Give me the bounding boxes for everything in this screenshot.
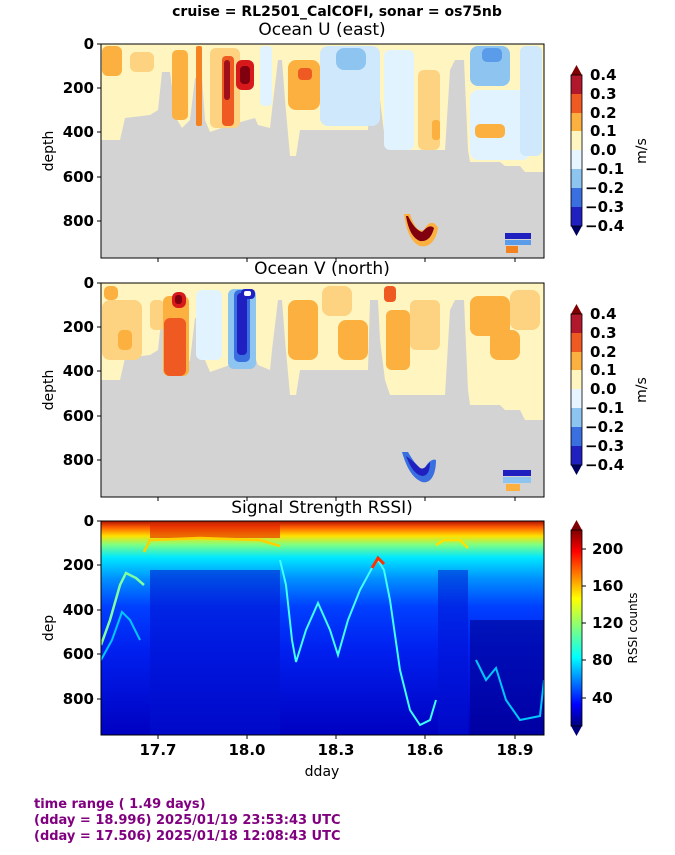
colorbar-tick: −0.1 — [585, 399, 624, 417]
start-time-line: (dday = 17.506) 2025/01/18 12:08:43 UTC — [34, 829, 341, 844]
y-axis-label-u: depth — [41, 131, 57, 172]
axes-frame-rssi — [100, 520, 545, 736]
y-tick-label: 200 — [63, 556, 94, 574]
velocity-patches — [102, 46, 542, 160]
deep-features — [404, 214, 531, 253]
colorbar-label-rssi: RSSI counts — [626, 592, 640, 663]
y-axis-rssi: 0 200 400 600 800 dep — [41, 512, 101, 708]
y-tick-label: 600 — [63, 645, 94, 663]
colorbar-tick: −0.3 — [585, 437, 624, 455]
colorbar-tick: 80 — [592, 651, 613, 669]
x-ticks-v — [157, 497, 516, 501]
panel-title-u: Ocean U (east) — [258, 20, 385, 40]
time-range-footer: time range ( 1.49 days) (dday = 18.996) … — [34, 797, 341, 845]
y-tick-label: 0 — [84, 512, 94, 530]
y-tick-label: 200 — [63, 318, 94, 336]
suptitle: cruise = RL2501_CalCOFI, sonar = os75nb — [172, 4, 502, 20]
panel-title-v: Ocean V (north) — [254, 259, 390, 279]
y-tick-label: 800 — [63, 690, 94, 708]
colorbar-tick: 0.1 — [590, 122, 617, 140]
axes-frame-v — [100, 282, 545, 498]
y-axis-label-v: depth — [41, 370, 57, 411]
colorbar-tick: 0.3 — [590, 85, 617, 103]
panel-title-rssi: Signal Strength RSSI) — [231, 498, 413, 518]
colorbar-tick: 0.4 — [590, 66, 617, 84]
low-signal-band — [470, 620, 544, 735]
colorbar-tick: 0.4 — [590, 305, 617, 323]
colorbar-tick: 0.2 — [590, 104, 617, 122]
y-tick-label: 600 — [63, 407, 94, 425]
colorbar-u: 0.4 0.3 0.2 0.1 0.0 −0.1 −0.2 −0.3 −0.4 … — [570, 65, 650, 236]
colorbar-tick: 0.3 — [590, 324, 617, 342]
colorbar-tick: 40 — [592, 689, 613, 707]
colorbar-tick: −0.1 — [585, 160, 624, 178]
y-tick-label: 400 — [63, 601, 94, 619]
y-tick-label: 0 — [84, 274, 94, 292]
colorbar-tick: −0.2 — [585, 418, 624, 436]
x-tick-label: 18.6 — [406, 741, 443, 759]
time-range-line: time range ( 1.49 days) — [34, 797, 206, 812]
colorbar-tick: 0.0 — [590, 141, 617, 159]
y-tick-label: 400 — [63, 362, 94, 380]
y-tick-label: 600 — [63, 168, 94, 186]
y-tick-label: 0 — [84, 35, 94, 53]
y-tick-label: 400 — [63, 123, 94, 141]
x-tick-label: 18.3 — [317, 741, 354, 759]
low-signal-band — [438, 570, 468, 735]
y-tick-label: 800 — [63, 451, 94, 469]
x-axis-rssi: 17.7 18.0 18.3 18.6 18.9 dday — [139, 735, 534, 780]
y-axis-label-rssi: dep — [41, 615, 57, 642]
colorbar-tick: 200 — [592, 540, 623, 558]
colorbar-tick: −0.3 — [585, 198, 624, 216]
panel-ocean-u: Ocean U (east) — [41, 20, 650, 262]
y-axis-v: 0 200 400 600 800 depth — [41, 274, 101, 469]
x-ticks-u — [157, 258, 516, 262]
colorbar-tick: −0.2 — [585, 179, 624, 197]
end-time-line: (dday = 18.996) 2025/01/19 23:53:43 UTC — [34, 813, 341, 828]
surface-band — [150, 524, 280, 538]
colorbar-tick: 0.0 — [590, 380, 617, 398]
scattering-layers — [101, 536, 544, 727]
deep-features — [402, 452, 531, 491]
colorbar-tick: −0.4 — [585, 217, 624, 235]
y-tick-label: 200 — [63, 79, 94, 97]
colorbar-label-u: m/s — [634, 138, 650, 164]
colorbar-label-v: m/s — [634, 377, 650, 403]
x-tick-label: 17.7 — [139, 741, 176, 759]
colorbar-v: 0.4 0.3 0.2 0.1 0.0 −0.1 −0.2 −0.3 −0.4 … — [570, 304, 650, 475]
axes-frame-u — [100, 43, 545, 259]
x-tick-label: 18.9 — [496, 741, 533, 759]
y-tick-label: 800 — [63, 212, 94, 230]
colorbar-tick: −0.4 — [585, 456, 624, 474]
x-tick-label: 18.0 — [228, 741, 265, 759]
colorbar-tick: 0.2 — [590, 343, 617, 361]
panel-ocean-v: Ocean V (north) — [41, 259, 650, 501]
low-signal-band — [150, 570, 280, 735]
x-axis-label: dday — [305, 764, 340, 780]
panel-rssi: Signal Strength RSSI) 0 — [41, 498, 640, 780]
colorbar-tick: 0.1 — [590, 361, 617, 379]
colorbar-rssi: 200 160 120 80 40 RSSI counts — [570, 520, 640, 736]
velocity-patches — [102, 286, 540, 376]
y-axis-u: 0 200 400 600 800 depth — [41, 35, 101, 230]
colorbar-tick: 120 — [592, 614, 623, 632]
colorbar-tick: 160 — [592, 577, 623, 595]
